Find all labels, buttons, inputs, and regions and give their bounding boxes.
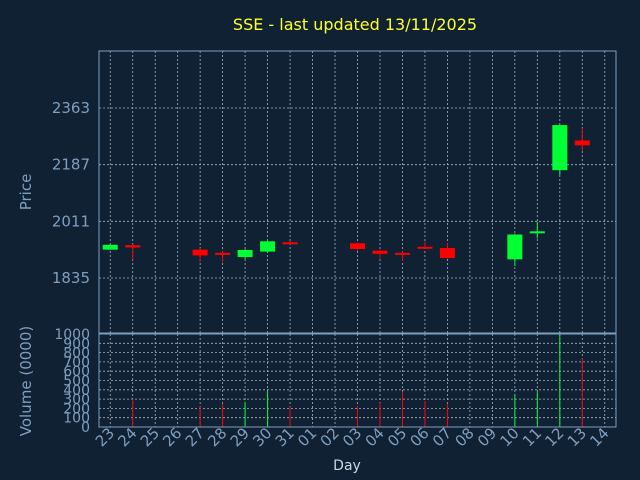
candle-body xyxy=(102,244,118,250)
candle-body xyxy=(350,243,365,250)
candle-body xyxy=(192,249,208,256)
price-axis-label: Price xyxy=(17,174,35,211)
candle-body xyxy=(282,242,298,245)
volume-tick-label: 700 xyxy=(63,355,90,371)
price-tick-label: 2363 xyxy=(52,99,90,117)
candle-body xyxy=(215,252,231,255)
volume-bars xyxy=(132,334,583,427)
price-grid xyxy=(99,51,616,333)
price-tick-label: 2187 xyxy=(52,156,90,174)
day-tick-label: 14 xyxy=(586,424,612,450)
candle-body xyxy=(574,140,590,146)
candle-body xyxy=(439,248,455,259)
volume-tick-label: 900 xyxy=(63,336,90,352)
candle-body xyxy=(529,231,545,234)
candle-body xyxy=(260,241,276,252)
day-tick-labels: 2324252627282930310102030405060708091011… xyxy=(92,424,613,450)
price-tick-label: 1835 xyxy=(52,269,90,287)
volume-tick-label: 400 xyxy=(63,383,90,399)
volume-tick-label: 100 xyxy=(63,411,90,427)
volume-tick-label: 200 xyxy=(63,401,90,417)
candle-body xyxy=(417,246,433,249)
x-axis-label: Day xyxy=(333,458,361,474)
volume-axis-label: Volume (0000) xyxy=(17,326,35,436)
price-panel-frame xyxy=(98,50,617,334)
volume-tick-label: 500 xyxy=(63,374,90,390)
volume-tick-label: 1000 xyxy=(54,327,90,343)
candle-body xyxy=(237,249,253,258)
candle-body xyxy=(552,125,568,171)
candle-body xyxy=(125,245,141,248)
volume-tick-label: 600 xyxy=(63,364,90,380)
chart-title: SSE - last updated 13/11/2025 xyxy=(233,15,477,34)
candle-body xyxy=(372,250,388,254)
candles xyxy=(102,124,590,267)
volume-tick-label: 0 xyxy=(81,420,90,436)
price-tick-label: 2011 xyxy=(52,212,90,230)
candle-body xyxy=(507,234,523,260)
volume-tick-label: 800 xyxy=(63,346,90,362)
candle-body xyxy=(394,252,410,255)
price-tick-labels: 1835 2011 2187 2363 xyxy=(52,99,90,287)
volume-panel-frame xyxy=(98,333,617,428)
volume-tick-label: 300 xyxy=(63,392,90,408)
